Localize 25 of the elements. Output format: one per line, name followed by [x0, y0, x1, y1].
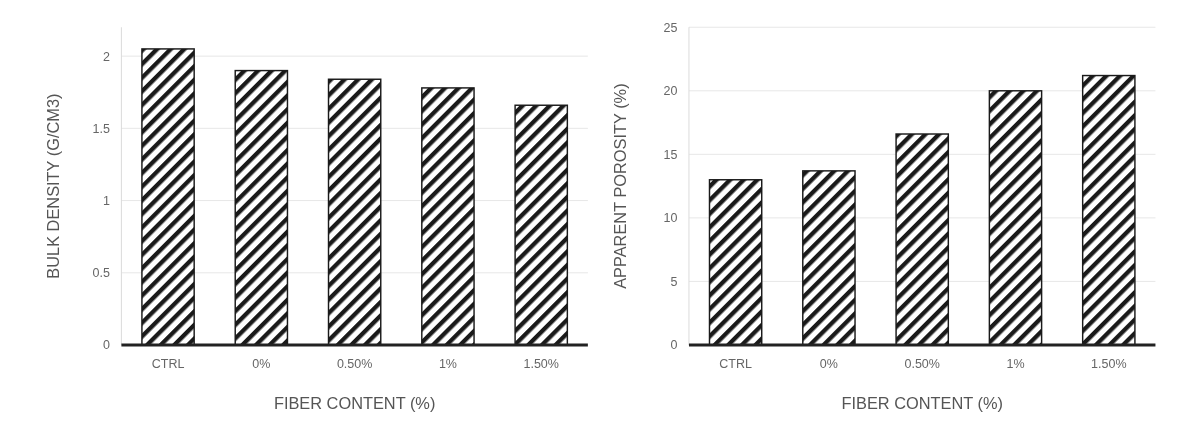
x-tick-label: 0%: [252, 357, 271, 372]
x-tick-label: 1.50%: [523, 357, 559, 372]
y-tick-label: 10: [663, 211, 678, 226]
y-tick-label: 0: [102, 338, 110, 353]
y-tick-label: 5: [670, 274, 678, 289]
x-axis-title: FIBER CONTENT (%): [841, 393, 1003, 412]
y-tick-label: 20: [663, 84, 678, 99]
x-tick-label: 0%: [819, 357, 838, 372]
y-axis-title: APPARENT POROSITY (%): [611, 83, 630, 289]
x-tick-label: 0.50%: [336, 357, 373, 372]
x-tick-label: 1%: [1006, 357, 1025, 372]
y-tick-label: 0: [670, 338, 678, 353]
x-axis-title: FIBER CONTENT (%): [273, 393, 436, 412]
x-tick-label: CTRL: [151, 357, 185, 372]
y-tick-label: 0.5: [92, 266, 110, 281]
x-tick-label: 0.50%: [904, 357, 940, 372]
y-tick-label: 1.5: [92, 121, 110, 136]
y-axis-title: BULK DENSITY (G/CM3): [43, 93, 62, 279]
x-tick-label: 1%: [438, 357, 457, 372]
y-tick-label: 25: [663, 20, 678, 35]
y-tick-label: 1: [102, 193, 110, 208]
x-tick-label: CTRL: [719, 357, 752, 372]
x-tick-label: 1.50%: [1091, 357, 1127, 372]
y-tick-label: 15: [663, 147, 678, 162]
y-tick-label: 2: [102, 49, 110, 64]
